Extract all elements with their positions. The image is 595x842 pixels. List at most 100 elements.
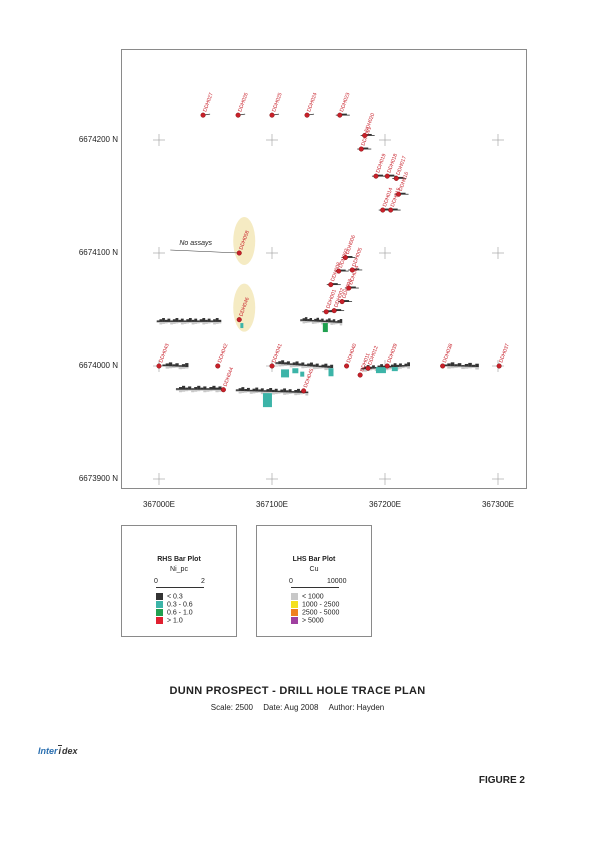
cu-bar — [175, 321, 179, 324]
ni-bar — [309, 318, 313, 322]
cu-bar — [339, 322, 343, 326]
lhs-swatch-3 — [291, 617, 298, 624]
ni-bar — [178, 365, 182, 367]
cu-bar — [302, 392, 306, 394]
cu-bar — [457, 366, 462, 368]
ni-bar — [168, 362, 173, 367]
drill-hole-map: No assays DDH027 DDH026 DDH025 DDH024 DDH023 D… — [153, 92, 511, 485]
ni-bar — [396, 364, 400, 367]
annotation-no-assays: No assays — [179, 240, 212, 247]
ni-bar — [388, 366, 392, 368]
ni-bar — [291, 391, 295, 393]
lhs-legend-item-1: 1000 - 2500 — [291, 601, 339, 609]
ni-bar — [199, 319, 203, 322]
ni-bar — [404, 363, 408, 367]
cu-bar — [218, 389, 222, 392]
ni-bar — [283, 388, 287, 393]
cu-bar — [292, 365, 296, 368]
ni-bar-high — [281, 369, 290, 378]
rhs-scale-bar — [156, 587, 204, 588]
cu-bar — [443, 366, 448, 367]
cu-bar — [206, 389, 210, 392]
northing-label: 6673900 N — [78, 474, 118, 483]
cu-bar — [464, 366, 469, 369]
ni-bar — [295, 361, 299, 366]
drill-collar — [304, 112, 310, 118]
northing-label: 6674200 N — [78, 135, 118, 144]
cu-bar — [385, 367, 389, 371]
drill-collar — [362, 132, 368, 138]
cu-bar — [185, 366, 189, 369]
ni-bar — [361, 367, 365, 370]
rhs-swatch-1 — [156, 601, 163, 608]
ni-bar — [241, 387, 245, 392]
ni-bar — [468, 362, 472, 367]
drill-collar — [344, 363, 350, 369]
cu-bar — [167, 321, 171, 323]
ni-bar — [210, 320, 214, 322]
cu-bar — [255, 391, 259, 393]
ni-bar-high — [300, 371, 305, 377]
hole-label: DDH019 — [375, 153, 387, 174]
author-text: Author: Hayden — [328, 703, 385, 712]
rhs-legend-variable: Ni_pc — [170, 566, 188, 573]
drill-collar — [331, 308, 337, 314]
hole-label: DDH043 — [158, 343, 170, 364]
ni-bar — [450, 362, 455, 367]
ni-bar — [175, 363, 179, 367]
drill-collar — [337, 112, 343, 118]
cu-bar — [194, 321, 198, 324]
drill-collar — [384, 363, 390, 369]
drill-collar — [346, 285, 352, 291]
ni-bar — [218, 386, 222, 390]
cu-bar — [321, 367, 325, 369]
cu-bar — [162, 321, 165, 324]
ni-bar — [191, 319, 195, 322]
ni-bar-high — [292, 368, 299, 374]
cu-bar — [468, 366, 472, 369]
ni-bar — [399, 363, 402, 367]
lhs-scale-max: 10000 — [327, 578, 347, 585]
ni-bar — [186, 319, 190, 322]
cu-bar — [335, 322, 338, 325]
cu-bar — [196, 321, 200, 324]
cu-bar — [318, 367, 322, 369]
ni-bar — [205, 319, 208, 322]
cu-bar — [183, 321, 187, 324]
cu-bar — [278, 363, 282, 367]
ni-bar — [244, 389, 248, 392]
ni-bar — [185, 363, 189, 367]
cu-bar — [337, 322, 340, 324]
rhs-swatch-3 — [156, 617, 163, 624]
hole-label: DDH038 — [442, 343, 454, 364]
ni-bar — [304, 364, 308, 366]
page-title: DUNN PROSPECT - DRILL HOLE TRACE PLAN — [169, 685, 426, 697]
rhs-legend-item-1: 0.3 - 0.6 — [156, 601, 193, 609]
ni-bar — [215, 387, 219, 390]
drill-collar — [220, 387, 226, 393]
cu-bar — [328, 322, 331, 324]
drill-collar — [269, 112, 275, 118]
rhs-legend-item-2: 0.6 - 1.0 — [156, 609, 193, 617]
ni-bar — [390, 208, 398, 211]
ni-bar — [330, 364, 334, 369]
cu-bar — [252, 391, 256, 394]
ni-bar — [464, 363, 469, 367]
ni-bar — [372, 365, 375, 369]
ni-bar — [330, 320, 333, 323]
cu-bar — [401, 366, 405, 369]
ni-bar — [339, 319, 343, 323]
ni-bar — [398, 192, 406, 195]
lhs-legend-item-2: 2500 - 5000 — [291, 609, 339, 617]
cu-bar — [175, 366, 179, 368]
drill-collar — [269, 363, 275, 369]
ni-bar — [304, 317, 308, 322]
cu-bar — [299, 392, 303, 395]
figure-label: FIGURE 2 — [478, 775, 525, 786]
ni-bar — [206, 388, 210, 390]
cu-bar — [454, 366, 458, 368]
cu-bar — [404, 366, 408, 368]
drill-collar — [393, 175, 399, 181]
cu-bar — [311, 321, 315, 324]
logo-i-mark: i — [57, 745, 63, 756]
